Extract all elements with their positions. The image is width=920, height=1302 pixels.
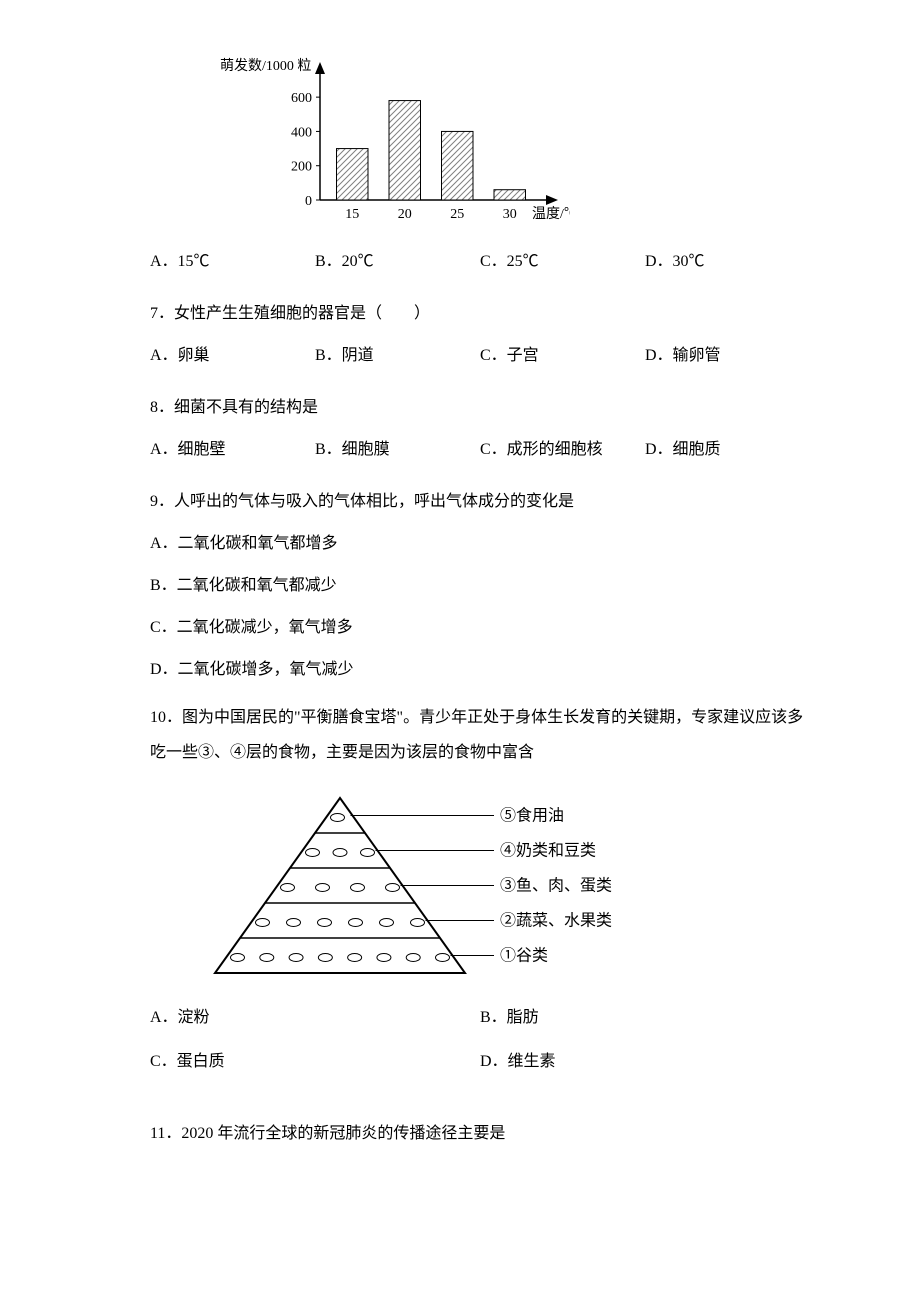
q8-text: 8．细菌不具有的结构是 [150,396,810,420]
q6-options: A．15℃ B．20℃ C．25℃ D．30℃ [150,250,810,274]
q10-option-d: D．维生素 [480,1050,810,1074]
q6-option-a: A．15℃ [150,250,315,274]
q7-option-d: D．输卵管 [645,344,810,368]
q10-text: 10．图为中国居民的"平衡膳食宝塔"。青少年正处于身体生长发育的关键期，专家建议… [150,700,810,770]
q7-text: 7．女性产生生殖细胞的器官是（ ） [150,302,810,326]
q7-option-b: B．阴道 [315,344,480,368]
q8-option-b: B．细胞膜 [315,438,480,462]
svg-text:②蔬菜、水果类: ②蔬菜、水果类 [500,912,612,930]
svg-text:200: 200 [291,160,312,175]
q6-option-d: D．30℃ [645,250,810,274]
svg-text:600: 600 [291,91,312,106]
q11-text: 11．2020 年流行全球的新冠肺炎的传播途径主要是 [150,1122,810,1146]
svg-text:400: 400 [291,125,312,140]
q8-option-d: D．细胞质 [645,438,810,462]
q7-option-c: C．子宫 [480,344,645,368]
svg-text:③鱼、肉、蛋类: ③鱼、肉、蛋类 [500,877,612,895]
bar-chart-svg: 0 200 400 600 15 20 25 30 萌发数/1000 粒温度/℃ [210,50,570,230]
svg-text:④奶类和豆类: ④奶类和豆类 [500,842,596,860]
q10-option-c: C．蛋白质 [150,1050,480,1074]
q9-option-b: B．二氧化碳和氧气都减少 [150,574,810,598]
q7-option-a: A．卵巢 [150,344,315,368]
svg-text:30: 30 [503,207,517,222]
svg-text:①谷类: ①谷类 [500,947,548,965]
svg-text:20: 20 [398,207,412,222]
germination-chart: 0 200 400 600 15 20 25 30 萌发数/1000 粒温度/℃ [210,50,810,230]
svg-text:15: 15 [345,207,359,222]
q6-option-c: C．25℃ [480,250,645,274]
svg-text:0: 0 [305,194,312,209]
q8-options: A．细胞壁 B．细胞膜 C．成形的细胞核 D．细胞质 [150,438,810,462]
q9-option-d: D．二氧化碳增多，氧气减少 [150,658,810,682]
q9-option-a: A．二氧化碳和氧气都增多 [150,532,810,556]
q10-option-b: B．脂肪 [480,1006,810,1030]
svg-text:萌发数/1000 粒: 萌发数/1000 粒 [220,58,311,74]
q9-options: A．二氧化碳和氧气都增多 B．二氧化碳和氧气都减少 C．二氧化碳减少，氧气增多 … [150,532,810,682]
q6-option-b: B．20℃ [315,250,480,274]
pyramid-svg: ⑤食用油 ④奶类和豆类 ③鱼、肉、蛋类 ②蔬菜、水果类 ①谷类 [210,788,670,988]
q8-option-c: C．成形的细胞核 [480,438,645,462]
q7-options: A．卵巢 B．阴道 C．子宫 D．输卵管 [150,344,810,368]
svg-text:25: 25 [450,207,464,222]
q10-option-a: A．淀粉 [150,1006,480,1030]
q9-option-c: C．二氧化碳减少，氧气增多 [150,616,810,640]
q10-options: A．淀粉 B．脂肪 C．蛋白质 D．维生素 [150,1006,810,1094]
svg-text:温度/℃: 温度/℃ [532,206,570,222]
food-pyramid: ⑤食用油 ④奶类和豆类 ③鱼、肉、蛋类 ②蔬菜、水果类 ①谷类 [210,788,810,988]
q8-option-a: A．细胞壁 [150,438,315,462]
q9-text: 9．人呼出的气体与吸入的气体相比，呼出气体成分的变化是 [150,490,810,514]
svg-text:⑤食用油: ⑤食用油 [500,807,564,825]
